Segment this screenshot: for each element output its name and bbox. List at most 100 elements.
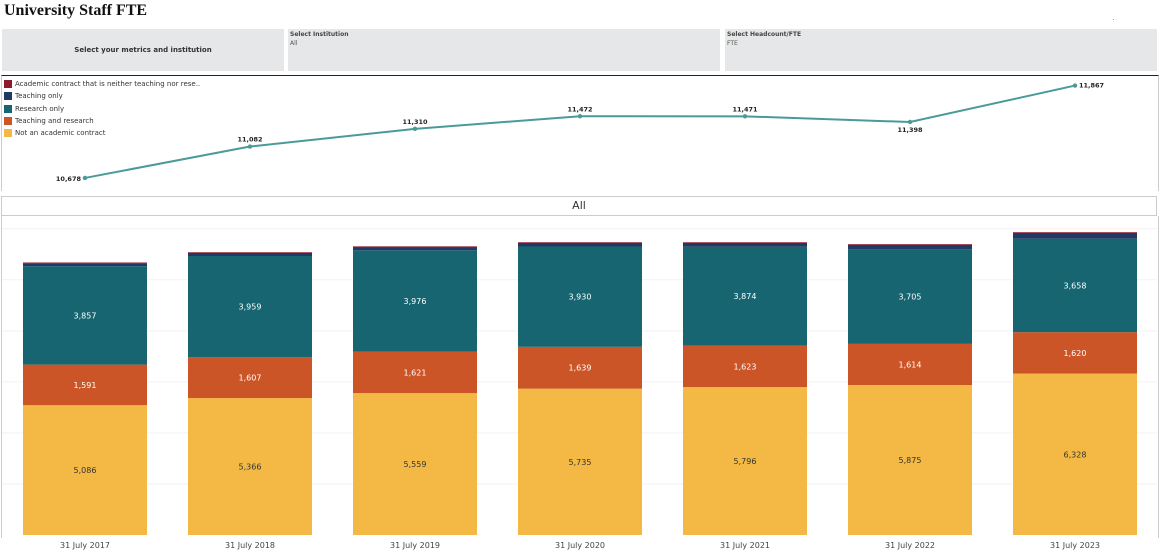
headcount-select-value[interactable]: FTE: [727, 40, 738, 47]
bar-chart-panel: [1, 216, 1159, 538]
legend-swatch-icon: [4, 104, 12, 113]
headcount-select-label: Select Headcount/FTE: [727, 31, 802, 38]
line-chart-panel: [1, 75, 1159, 191]
x-tick-label: 31 July 2022: [885, 541, 935, 550]
legend-swatch-icon: [4, 117, 12, 126]
legend-swatch-icon: [4, 92, 12, 101]
bar-segment: [848, 385, 972, 535]
bar-data-label: 1,620: [1064, 349, 1087, 358]
bar-segment: [23, 266, 147, 365]
page-title: University Staff FTE: [4, 2, 148, 19]
bar-segment: [518, 242, 642, 243]
bar-segment: [353, 246, 477, 248]
bar-data-label: 6,328: [1064, 450, 1087, 459]
bar-data-label: 1,591: [74, 381, 97, 390]
bar-segment: [1013, 332, 1137, 374]
bar-segment: [23, 262, 147, 264]
bar-data-label: 5,735: [569, 458, 592, 467]
legend-item[interactable]: Teaching and research: [4, 115, 200, 127]
bar-segment: [518, 388, 642, 535]
bar-segment: [683, 345, 807, 388]
line-point: [82, 175, 88, 181]
bar-segment: [188, 252, 312, 253]
bar-segment: [353, 351, 477, 394]
bar-segment: [683, 246, 807, 346]
bar-segment: [683, 242, 807, 247]
bar-data-label: 5,875: [899, 456, 922, 465]
bar-segment: [848, 343, 972, 386]
x-tick-label: 31 July 2020: [555, 541, 605, 550]
bar-data-label: 3,976: [404, 297, 427, 306]
bar-data-label: 1,621: [404, 368, 427, 377]
bar-data-label: 3,658: [1064, 281, 1087, 290]
bar-data-label: 3,705: [899, 293, 922, 302]
legend-label: Academic contract that is neither teachi…: [15, 80, 201, 89]
legend-swatch-icon: [4, 129, 12, 138]
bar-data-label: 1,639: [569, 364, 592, 373]
legend-item[interactable]: Research only: [4, 103, 200, 115]
line-data-label: 11,867: [1079, 82, 1104, 90]
line-point: [1072, 83, 1078, 88]
x-tick-label: 31 July 2018: [225, 541, 275, 550]
bar-segment: [683, 387, 807, 535]
bar-segment: [518, 242, 642, 247]
bar-segment: [188, 252, 312, 257]
x-tick-label: 31 July 2017: [60, 541, 110, 550]
institution-select-value[interactable]: All: [290, 40, 298, 47]
metrics-panel-label: Select your metrics and institution: [74, 46, 212, 54]
bar-segment: [1013, 232, 1137, 239]
headcount-select[interactable]: Select Headcount/FTE FTE: [725, 29, 1157, 71]
bar-data-label: 5,366: [239, 463, 262, 472]
bar-segment: [848, 249, 972, 344]
legend-item[interactable]: Teaching only: [4, 90, 200, 102]
legend: Academic contract that is neither teachi…: [4, 78, 200, 139]
bar-data-label: 5,559: [404, 460, 427, 469]
line-data-label: 10,678: [56, 175, 82, 183]
legend-label: Research only: [15, 104, 65, 113]
metrics-panel: Select your metrics and institution: [2, 29, 284, 71]
line-point: [247, 144, 253, 149]
bar-data-label: 5,086: [74, 466, 97, 475]
bar-segment: [683, 242, 807, 243]
bar-data-label: 5,796: [734, 457, 757, 466]
bar-segment: [1013, 373, 1137, 535]
bar-segment: [1013, 238, 1137, 333]
bar-segment: [1013, 232, 1137, 233]
line-data-label: 11,310: [402, 118, 428, 126]
x-tick-label: 31 July 2019: [390, 541, 440, 550]
line-point: [742, 114, 748, 119]
bar-chart-header: All: [1, 196, 1157, 216]
bar-data-label: 3,857: [74, 311, 97, 320]
institution-select[interactable]: Select Institution All: [288, 29, 720, 71]
bar-data-label: 1,614: [899, 360, 922, 369]
line-point: [412, 126, 418, 132]
bar-segment: [23, 364, 147, 406]
legend-label: Not an academic contract: [15, 129, 106, 138]
bar-segment: [353, 247, 477, 251]
legend-label: Teaching only: [15, 92, 63, 101]
line-data-label: 11,082: [237, 136, 262, 144]
x-tick-label: 31 July 2023: [1050, 541, 1100, 550]
line-data-label: 11,472: [567, 105, 592, 113]
line-data-label: 11,471: [732, 105, 758, 113]
legend-label: Teaching and research: [15, 117, 94, 126]
bar-segment: [353, 393, 477, 535]
legend-item[interactable]: Not an academic contract: [4, 127, 200, 139]
x-tick-label: 31 July 2021: [720, 541, 770, 550]
institution-select-label: Select Institution: [290, 31, 349, 38]
legend-item[interactable]: Academic contract that is neither teachi…: [4, 78, 200, 90]
bar-segment: [23, 405, 147, 535]
decorative-dot: [1113, 19, 1114, 20]
bar-data-label: 1,623: [734, 362, 757, 371]
line-series: [84, 84, 1076, 179]
bar-segment: [188, 256, 312, 358]
bar-segment: [188, 357, 312, 399]
bar-segment: [848, 244, 972, 245]
bar-data-label: 3,874: [734, 292, 757, 301]
line-data-label: 11,398: [897, 126, 923, 134]
legend-swatch-icon: [4, 80, 12, 89]
bar-data-label: 1,607: [239, 374, 262, 383]
bar-data-label: 3,959: [239, 303, 262, 312]
line-point: [907, 119, 913, 125]
